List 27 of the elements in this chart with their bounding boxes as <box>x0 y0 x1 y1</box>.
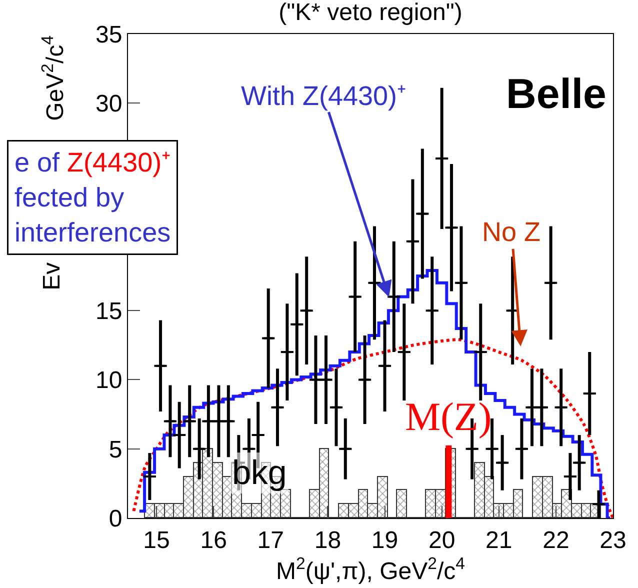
y-tick-label: 30 <box>95 90 122 118</box>
annotation: Z(4430)⁺ <box>67 148 171 178</box>
text: No Z <box>482 217 541 247</box>
x-tick-label: 17 <box>257 526 284 554</box>
x-tick-label: 20 <box>428 526 456 554</box>
x-tick-label: 15 <box>143 526 170 554</box>
annotation: Belle <box>506 70 606 117</box>
x-tick-label: 23 <box>600 526 626 554</box>
text: e of <box>14 148 68 178</box>
series-label: bkg <box>232 454 287 492</box>
text: With Z(4430)⁺ <box>241 81 406 111</box>
text: Ev <box>38 262 66 290</box>
x-tick-label: 22 <box>542 526 570 554</box>
y-tick-label: 0 <box>108 505 122 532</box>
x-axis-title: M$^{2}$(ψ',π), GeV$^{2}$/c$^{4}$ <box>276 554 465 585</box>
x-tick-label: 18 <box>314 526 342 554</box>
chart-title: ("K* veto region") <box>278 0 462 26</box>
x-tick-label: 16 <box>200 526 227 554</box>
y-tick-label: 15 <box>95 298 122 325</box>
ref-line-label: M(Z) <box>405 394 492 439</box>
x-tick-label: 21 <box>486 526 512 554</box>
x-tick-label: 19 <box>371 526 398 554</box>
annotation: interferences <box>14 218 171 248</box>
y-tick-label: 5 <box>108 436 122 464</box>
y-tick-label: 10 <box>95 367 122 394</box>
text: fected by <box>14 182 125 213</box>
y-tick-label: 35 <box>95 21 122 48</box>
